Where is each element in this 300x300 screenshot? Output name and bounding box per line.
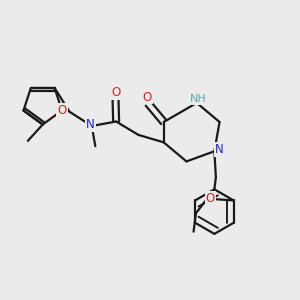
Text: NH: NH xyxy=(190,94,207,104)
Text: O: O xyxy=(57,104,67,117)
Text: N: N xyxy=(215,143,224,156)
Text: O: O xyxy=(142,91,152,103)
Text: N: N xyxy=(86,118,94,131)
Text: O: O xyxy=(206,192,215,205)
Text: O: O xyxy=(111,86,120,99)
